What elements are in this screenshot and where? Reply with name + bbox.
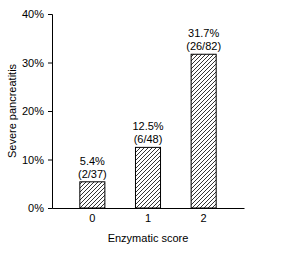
x-axis-line [53,208,245,209]
x-tick: 2 [201,208,207,224]
y-tick: 30% [22,57,52,69]
chart: 0% 10% 20% 30% 40% 0 1 2 Enzymatic score Severe p… [0,0,283,258]
y-tick-mark [48,160,52,161]
x-tick-label: 1 [145,212,151,224]
y-tick: 10% [22,154,52,166]
y-tick-label: 30% [22,57,44,69]
bar [80,182,105,208]
y-tick-label: 0% [28,202,44,214]
x-tick: 0 [89,208,95,224]
y-tick-label: 10% [22,154,44,166]
y-tick-label: 40% [22,8,44,20]
annotation: (2/37) [78,168,107,180]
y-tick-mark [48,111,52,112]
x-axis: 0 1 2 [53,208,245,224]
data-labels: 5.4%(2/37) 12.5%(6/48) 31.7%(26/82) [78,27,221,180]
bar [191,54,216,208]
x-tick-label: 2 [201,212,207,224]
y-axis-line [48,15,53,209]
data-label: 12.5% [132,120,163,132]
y-tick-mark [48,63,52,64]
y-tick: 20% [22,105,52,117]
x-tick-label: 0 [89,212,95,224]
y-tick-label: 20% [22,105,44,117]
x-axis-title: Enzymatic score [108,232,189,244]
x-tick: 1 [145,208,151,224]
y-tick-mark [48,208,52,209]
annotation: (6/48) [134,133,163,145]
y-axis: 0% 10% 20% 30% 40% [22,8,53,214]
data-label: 31.7% [188,27,219,39]
annotation: (26/82) [186,40,221,52]
y-axis-title: Severe pancreatitis [6,63,18,158]
y-tick-mark [48,14,52,15]
y-tick: 40% [22,8,52,20]
data-label: 5.4% [80,155,105,167]
y-tick: 0% [28,202,52,214]
bars [80,54,216,208]
bar [135,147,160,208]
